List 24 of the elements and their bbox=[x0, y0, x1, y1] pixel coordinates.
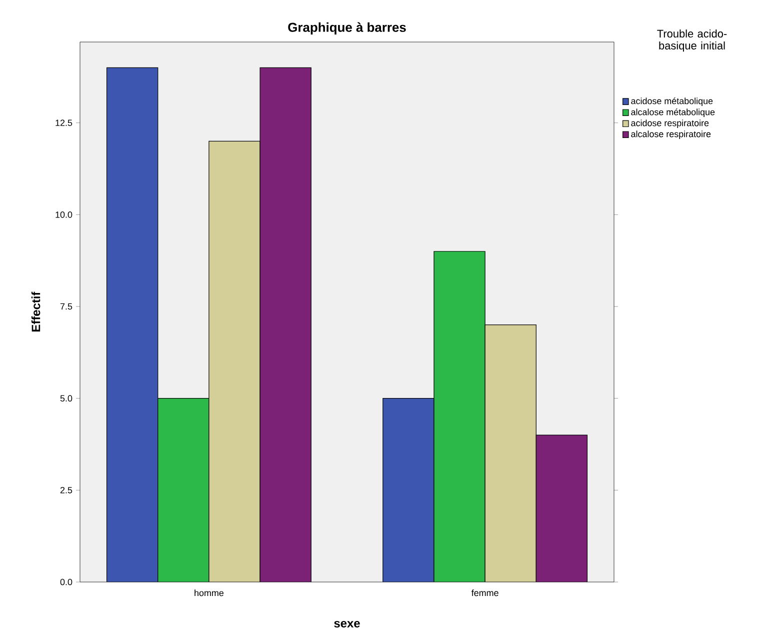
legend-title: Trouble acido-basique initial bbox=[657, 30, 727, 52]
y-tick-label: 10.0 bbox=[56, 211, 72, 218]
bar bbox=[536, 434, 588, 582]
y-tick-label: 12.5 bbox=[56, 120, 72, 126]
bar bbox=[260, 67, 312, 582]
y-axis-title: Effectif bbox=[31, 292, 40, 332]
legend-label: alcalose métabolique bbox=[631, 108, 715, 118]
x-axis-title: sexe bbox=[334, 620, 360, 628]
y-tick-label: 2.5 bbox=[60, 486, 72, 494]
bar bbox=[484, 324, 536, 582]
y-tick-label: 7.5 bbox=[60, 303, 72, 310]
x-tick-label: femme bbox=[471, 590, 498, 596]
y-tick-label: 0.0 bbox=[60, 578, 72, 586]
bar bbox=[158, 398, 210, 582]
legend-label: alcalose respiratoire bbox=[631, 130, 711, 139]
y-tick-label: 5.0 bbox=[60, 395, 72, 402]
chart-title: Graphique à barres bbox=[288, 22, 406, 34]
legend-label: acidose respiratoire bbox=[631, 120, 709, 128]
bar bbox=[434, 251, 486, 582]
legend-label: acidose métabolique bbox=[631, 97, 713, 106]
bar bbox=[106, 67, 158, 582]
bar bbox=[208, 140, 260, 582]
bar bbox=[382, 398, 434, 582]
x-tick-label: homme bbox=[194, 590, 224, 596]
